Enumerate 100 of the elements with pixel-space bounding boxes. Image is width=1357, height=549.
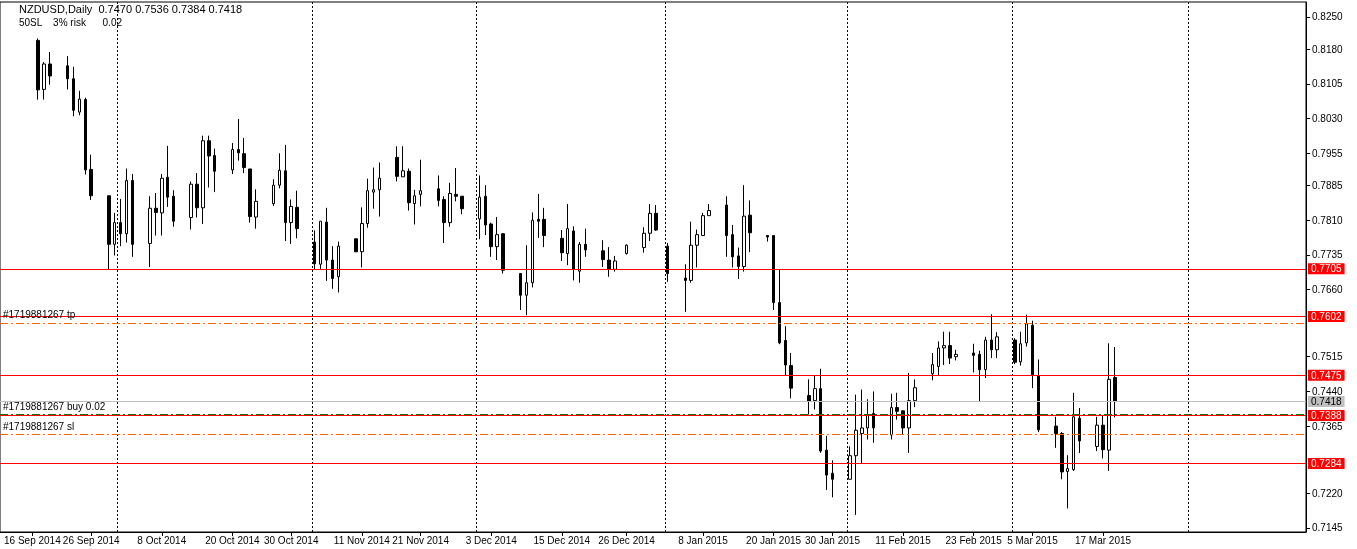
candlestick xyxy=(642,226,646,254)
candlestick xyxy=(107,195,111,271)
candlestick xyxy=(131,173,134,258)
candlestick xyxy=(231,142,234,175)
candlestick xyxy=(372,167,375,210)
candlestick xyxy=(995,331,999,359)
candlestick xyxy=(901,410,905,436)
candlestick xyxy=(172,189,175,228)
candlestick xyxy=(937,340,940,377)
candlestick xyxy=(460,195,464,215)
candlestick xyxy=(578,241,581,284)
x-tick-label: 5 Mar 2015 xyxy=(1007,534,1059,546)
candlestick xyxy=(942,331,946,366)
candlestick xyxy=(1025,314,1028,348)
candlestick xyxy=(978,350,981,403)
candlestick xyxy=(484,184,487,236)
candlestick xyxy=(1019,331,1022,367)
candlestick xyxy=(784,325,787,377)
candlestick xyxy=(1107,342,1111,472)
candlestick xyxy=(931,352,934,381)
candlestick xyxy=(501,233,505,274)
candlestick xyxy=(613,255,617,273)
candlestick xyxy=(766,235,769,243)
x-tick-label: 8 Oct 2014 xyxy=(137,534,187,546)
candlestick xyxy=(807,378,811,416)
candlestick xyxy=(284,144,287,242)
candlestick xyxy=(337,241,340,293)
x-tick-label: 11 Feb 2015 xyxy=(875,534,932,546)
candlestick xyxy=(866,398,869,440)
candlestick xyxy=(854,394,858,516)
candlestick xyxy=(272,178,275,207)
x-tick-label: 30 Jan 2015 xyxy=(804,534,861,546)
candlestick xyxy=(731,224,734,268)
candlestick xyxy=(584,228,587,258)
candlestick xyxy=(489,222,493,258)
candlestick xyxy=(625,243,628,256)
candlestick xyxy=(42,61,46,101)
x-tick-label: 11 Nov 2014 xyxy=(333,534,391,546)
candlestick xyxy=(601,239,605,268)
candlestick xyxy=(454,167,458,202)
candlestick xyxy=(331,245,334,290)
candlestick xyxy=(354,238,358,253)
x-tick-label: 20 Oct 2014 xyxy=(205,534,261,546)
candlestick xyxy=(1066,454,1069,509)
ref-line-label: 0.7475 xyxy=(1311,369,1343,381)
candlestick xyxy=(954,349,958,361)
candlestick xyxy=(72,66,75,117)
candlestick xyxy=(278,152,281,189)
candlestick xyxy=(125,167,128,243)
candlestick xyxy=(360,206,364,268)
candlestick xyxy=(248,168,252,224)
candlestick xyxy=(572,225,575,281)
candlestick xyxy=(525,244,528,316)
candlestick xyxy=(725,195,728,258)
candlestick xyxy=(684,263,687,313)
candlestick xyxy=(1113,346,1117,418)
candlestick xyxy=(378,161,381,218)
candlestick xyxy=(895,392,899,421)
ref-line-label: 0.7705 xyxy=(1311,263,1343,275)
y-tick-label: 0.7955 xyxy=(1312,147,1344,159)
y-tick-label: 0.7810 xyxy=(1312,214,1344,226)
candlestick xyxy=(648,203,652,242)
candlestick xyxy=(1101,415,1105,459)
candlestick xyxy=(831,459,834,498)
ref-line-label: 0.7418 xyxy=(1311,396,1343,408)
candlestick xyxy=(531,211,534,288)
text: 50SL 3% risk 0.02 xyxy=(19,16,123,28)
candlestick xyxy=(890,393,893,440)
y-tick-label: 0.7220 xyxy=(1312,487,1344,499)
candlestick xyxy=(742,184,746,273)
candlestick xyxy=(395,145,399,182)
x-tick-label: 16 Sep 2014 xyxy=(4,534,62,546)
y-tick-label: 0.7440 xyxy=(1312,385,1344,397)
y-tick-label: 0.8250 xyxy=(1312,11,1344,23)
candlestick xyxy=(990,313,993,359)
y-tick-label: 0.8105 xyxy=(1312,78,1344,90)
candlestick xyxy=(984,336,987,379)
candlestick xyxy=(254,188,258,230)
chart-title: NZDUSD,Daily 0.7470 0.7536 0.7384 0.7418 xyxy=(19,2,243,15)
candlestick xyxy=(1078,407,1081,454)
x-tick-label: 26 Dec 2014 xyxy=(598,534,656,546)
y-tick-label: 0.8030 xyxy=(1312,113,1344,125)
candlestick xyxy=(695,229,699,268)
candlestick xyxy=(537,193,540,239)
candlestick xyxy=(78,90,81,116)
candlestick xyxy=(566,203,569,266)
candlestick xyxy=(166,145,169,208)
candlestick xyxy=(48,51,52,86)
y-tick-label: 0.8180 xyxy=(1312,43,1344,55)
candlestick xyxy=(237,118,240,162)
x-tick-label: 26 Sep 2014 xyxy=(62,534,120,546)
candlestick xyxy=(242,137,246,174)
candlestick xyxy=(772,235,775,311)
x-tick-label: 23 Feb 2015 xyxy=(945,534,1003,546)
candlestick xyxy=(195,172,199,219)
candlestick xyxy=(89,154,93,201)
candlestick xyxy=(419,159,422,207)
candlestick xyxy=(860,389,864,465)
candlestick xyxy=(872,390,875,444)
ref-line-label: #1719881267 sl xyxy=(3,420,75,432)
